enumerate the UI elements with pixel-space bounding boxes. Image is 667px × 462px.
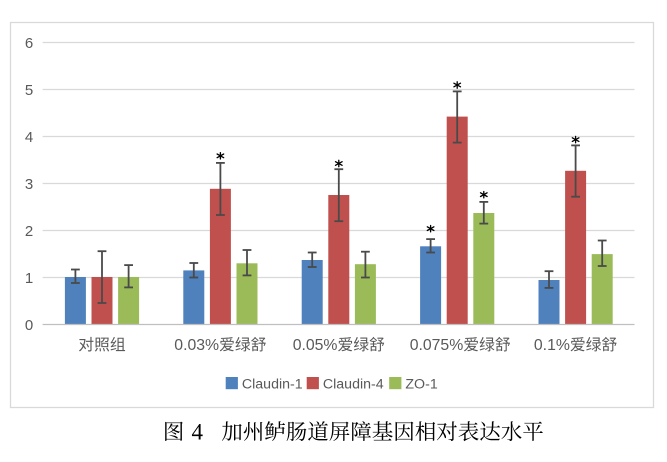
svg-text:Claudin-1: Claudin-1 <box>242 376 303 392</box>
svg-text:0: 0 <box>25 317 33 334</box>
svg-text:3: 3 <box>25 176 33 193</box>
svg-text:2: 2 <box>25 223 33 240</box>
svg-text:4: 4 <box>192 420 204 445</box>
svg-text:ZO-1: ZO-1 <box>405 376 437 392</box>
svg-text:4: 4 <box>25 129 33 146</box>
svg-text:5: 5 <box>25 82 33 99</box>
svg-text:0.05%: 0.05% <box>293 337 338 354</box>
svg-text:0.1%: 0.1% <box>534 337 570 354</box>
svg-text:Claudin-4: Claudin-4 <box>323 376 384 392</box>
svg-text:1: 1 <box>25 270 33 287</box>
svg-text:0.075%: 0.075% <box>410 337 464 354</box>
svg-text:6: 6 <box>25 35 33 52</box>
svg-text:0.03%: 0.03% <box>174 337 219 354</box>
